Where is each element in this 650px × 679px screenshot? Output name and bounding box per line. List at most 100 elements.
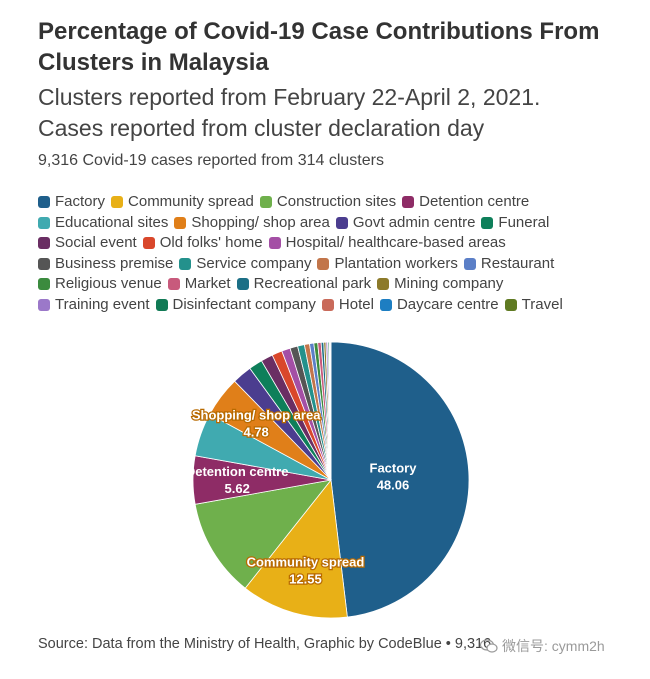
data-label-name: Shopping/ shop area [192,407,321,422]
chart-legend: Factory Community spread Construction site… [38,192,638,315]
legend-row: Educational sites Shopping/ shop area Govt… [38,213,638,234]
legend-label: Community spread [128,193,254,210]
legend-item: Business premise [38,254,173,275]
legend-swatch [38,278,50,291]
data-label: Factory 48.06 [370,460,418,492]
data-label-value: 5.62 [225,481,250,496]
legend-swatch [481,216,494,229]
legend-item: Service company [179,254,311,275]
legend-swatch [142,237,155,250]
data-label-name: Community spread [247,554,365,569]
legend-swatch [379,298,392,311]
legend-label: Business premise [55,254,174,272]
legend-row: Training event Disinfectant company Hotel D… [38,295,638,316]
legend-label: Social event [55,234,137,251]
legend-label: Shopping/ shop area [191,213,330,231]
legend-label: Travel [521,295,563,313]
legend-label: Old folks' home [159,234,263,251]
legend-label: Disinfectant company [172,295,316,313]
pie-slice-community-spread [244,478,348,619]
data-label-name: Factory [370,460,418,475]
legend-swatch [38,237,50,250]
legend-item: Social event [38,233,137,254]
data-label-value: 12.55 [289,571,322,586]
data-label: Community spread 12.55 [245,553,365,588]
legend-item: Govt admin centre [335,213,476,234]
legend-item: Educational sites [38,213,168,234]
pie-slice-construction-sites [194,479,332,589]
pie-chart: Factory 48.06 Community spread 12.55 Detenti… [186,341,470,619]
data-label-value: 48.06 [377,477,410,492]
legend-swatch [236,278,249,291]
wechat-icon [480,639,498,653]
legend-swatch [335,216,348,229]
data-label-value: 4.78 [243,424,268,439]
legend-swatch [317,257,330,270]
legend-label: Factory [55,193,106,210]
legend-item: Travel [504,295,563,316]
legend-label: Hospital/ healthcare-based areas [285,234,506,251]
legend-item: Recreational park [236,274,372,295]
legend-label: Service company [196,254,312,272]
legend-item: Detention centre [402,192,529,213]
legend-swatch [179,257,192,270]
legend-item: Shopping/ shop area [174,213,330,234]
watermark-text: 微信号: cymm2h [502,638,605,654]
data-label: Shopping/ shop area 4.78 [191,406,323,441]
legend-item: Old folks' home [142,233,263,254]
legend-row: Factory Community spread Construction site… [38,192,638,213]
legend-label: Construction sites [276,193,397,210]
legend-swatch [377,278,390,291]
source-suffix: • 9,316 [445,636,492,652]
legend-label: Restaurant [480,254,555,272]
legend-label: Funeral [498,213,550,231]
legend-swatch [167,278,180,291]
cases-summary: 9,316 Covid-19 cases reported from 314 c… [38,152,384,169]
legend-label: Recreational park [253,275,372,292]
chart-subtitle: Clusters reported from February 22-April… [38,82,638,144]
legend-item: Community spread [111,192,254,213]
chart-title: Percentage of Covid-19 Case Contribution… [38,18,600,76]
subtitle-line-1: Clusters reported from February 22-April… [38,84,541,110]
legend-label: Market [184,275,231,292]
legend-swatch [268,237,281,250]
legend-swatch [402,196,415,209]
legend-swatch [155,298,168,311]
legend-item: Mining company [377,274,503,295]
legend-label: Detention centre [419,193,530,210]
legend-label: Daycare centre [396,295,499,313]
subtitle-line-2: Cases reported from cluster declaration … [38,115,485,141]
legend-swatch [174,216,187,229]
legend-item: Factory [38,192,105,213]
pie-slice-factory [330,341,470,618]
legend-item: Daycare centre [379,295,499,316]
legend-item: Construction sites [259,192,397,213]
legend-swatch [463,257,476,270]
legend-label: Mining company [394,275,504,292]
watermark: 微信号: cymm2h [480,636,605,656]
source-text: Source: Data from the Ministry of Health… [38,636,442,652]
legend-label: Religious venue [55,275,162,292]
legend-item: Training event [38,295,150,316]
legend-item: Hotel [321,295,374,316]
data-label: Detention centre 5.62 [186,464,289,496]
data-label-name: Detention centre [186,464,289,479]
legend-label: Plantation workers [334,254,458,272]
legend-item: Religious venue [38,274,162,295]
legend-swatch [38,257,50,270]
legend-item: Market [167,274,231,295]
legend-swatch [111,196,124,209]
legend-row: Religious venue Market Recreational park Mi… [38,274,638,295]
legend-item: Hospital/ healthcare-based areas [268,233,506,254]
legend-item: Funeral [481,213,549,234]
legend-label: Educational sites [55,213,169,231]
legend-row: Business premise Service company Plantatio… [38,254,638,275]
legend-label: Hotel [338,295,374,313]
legend-swatch [38,298,50,311]
legend-item: Plantation workers [317,254,458,275]
legend-row: Social event Old folks' home Hospital/ hea… [38,233,638,254]
legend-label: Govt admin centre [352,213,476,231]
legend-swatch [321,298,334,311]
legend-swatch [259,196,272,209]
legend-swatch [504,298,517,311]
